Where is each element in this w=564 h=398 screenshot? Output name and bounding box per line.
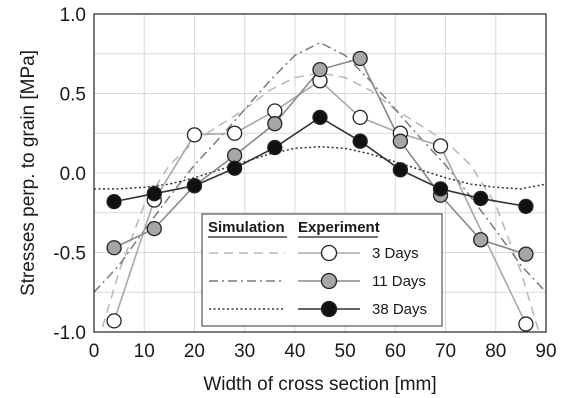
legend-entry-label: 3 Days	[372, 245, 419, 262]
data-point	[146, 186, 162, 202]
data-point	[312, 109, 328, 125]
data-point	[267, 139, 283, 156]
x-tick-label: 60	[385, 341, 406, 362]
y-tick-label: 0.0	[60, 164, 86, 185]
data-point	[267, 116, 283, 132]
data-point	[226, 125, 243, 141]
x-tick-labels: 0 10 20 30 40 50 60 70 80 90	[89, 341, 557, 362]
data-point	[106, 193, 122, 210]
x-tick-label: 70	[435, 341, 456, 362]
data-point	[392, 162, 409, 178]
data-point	[106, 240, 122, 256]
data-point	[352, 133, 368, 149]
x-tick-label: 0	[89, 341, 100, 362]
legend-rows: 3 Days 11 Days 38 Days	[209, 244, 427, 318]
data-point	[518, 198, 534, 215]
data-point	[226, 160, 243, 176]
data-point	[226, 147, 243, 164]
data-point	[352, 109, 368, 125]
data-point	[432, 181, 449, 197]
data-point	[312, 62, 328, 78]
legend-experiment-marker	[320, 300, 338, 318]
y-tick-label: -1.0	[53, 323, 86, 344]
y-tick-labels: -1.0 -0.5 0.0 0.5 1.0	[53, 5, 86, 344]
data-point	[518, 316, 534, 332]
data-point	[146, 220, 162, 237]
experiment-markers	[106, 50, 534, 332]
data-point	[473, 190, 489, 207]
data-point	[432, 138, 449, 154]
y-tick-label: 1.0	[60, 5, 86, 26]
legend-entry-label: 38 Days	[372, 301, 427, 318]
legend: Simulation Experiment 3 Days 11 Days 38 Da…	[201, 213, 443, 327]
x-tick-label: 90	[535, 341, 556, 362]
y-tick-label: -0.5	[53, 244, 86, 265]
legend-header-experiment: Experiment	[298, 219, 380, 236]
plot-frame	[93, 13, 547, 333]
legend-header-simulation: Simulation	[208, 219, 285, 236]
data-point	[106, 313, 122, 329]
data-point	[267, 103, 283, 119]
x-axis-label: Width of cross section [mm]	[203, 374, 436, 395]
x-tick-label: 40	[284, 341, 305, 362]
x-tick-label: 80	[485, 341, 506, 362]
data-point	[473, 232, 489, 248]
data-point	[518, 246, 534, 262]
simulation-line	[94, 146, 546, 190]
data-point	[352, 50, 368, 67]
x-tick-label: 30	[234, 341, 255, 362]
x-tick-label: 10	[134, 341, 155, 362]
legend-experiment-marker	[320, 272, 338, 290]
legend-entry-label: 11 Days	[372, 273, 426, 290]
data-point	[186, 127, 203, 143]
data-point	[392, 133, 409, 149]
y-tick-label: 0.5	[60, 85, 86, 106]
legend-experiment-marker	[320, 244, 338, 262]
data-point	[186, 178, 203, 194]
y-axis-label: Stresses perp. to grain [MPa]	[18, 50, 39, 296]
x-tick-label: 20	[184, 341, 205, 362]
x-tick-label: 50	[335, 341, 356, 362]
